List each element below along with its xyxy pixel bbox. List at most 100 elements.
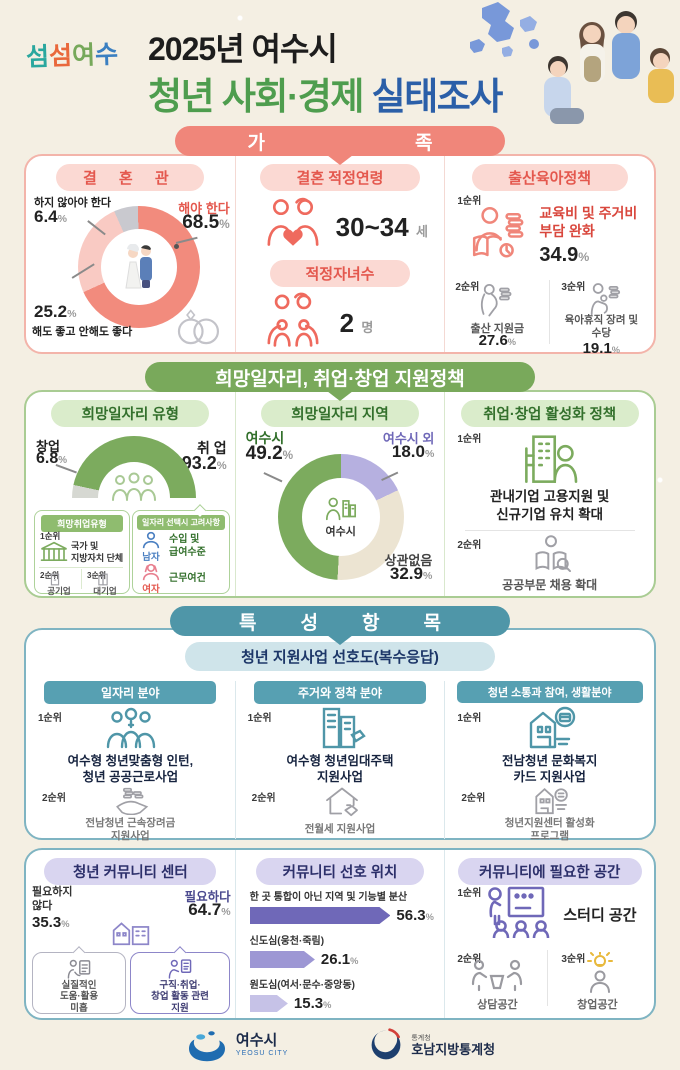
support-center-icon [535,788,569,815]
bar-label: 원도심(여서·문수·중앙동) [249,980,355,991]
space-third-label: 창업공간 [577,999,618,1011]
leader-dot [174,244,179,249]
stats-small-label: 통계청 [411,1034,431,1042]
value: 49.2 [245,443,283,464]
value: 64.7 [188,900,222,919]
panel-title: 청년 커뮤니티 센터 [44,858,217,885]
value: 25.2 [34,302,68,321]
value-either: 25.2% [34,302,76,322]
bar-track: 56.3% [250,907,438,924]
rank-1-label: 1순위 [457,713,482,724]
panel-title: 희망일자리 유형 [51,400,210,427]
label-needed: 필요하다 [184,890,231,904]
pref-col-housing: 주거와 정착 분야 1순위 여수형 청년임대주택 지원사업 2순위 [234,681,445,839]
rank-2-label: 2순위 [457,540,482,551]
activation-second-label: 공공부문 채용 확대 [502,578,598,592]
rank-3-label: 3순위 [561,954,586,965]
value: 2 [339,308,355,338]
poster-title-line2: 청년 사회·경제 실태조사 [148,66,504,120]
reason-not-needed-box: 실질적인 도움·활용 미흡 [32,946,126,1014]
education-cost-icon [473,206,524,258]
logo-char: 수 [94,40,119,70]
pref-first-label: 여수형 청년임대주택 지원사업 [286,754,394,785]
bar-label: 신도심(웅천·죽림) [249,936,325,947]
pref-first-label: 전남청년 문화복지 카드 지원사업 [501,754,598,785]
bar-label: 한 곳 통합이 아닌 지역 및 기능별 분산 [249,892,408,903]
percent-sign: % [350,956,359,966]
stats-logo-text: 통계청 호남지방통계청 [411,1033,495,1057]
panel-title: 결혼 적정연령 [260,164,420,191]
value: 30~34 [335,212,409,242]
bar-value: 26.1% [321,951,358,968]
percent-sign: % [57,213,68,225]
value: 34.9 [539,244,579,266]
intern-group-icon [106,707,156,749]
community-section: 청년 커뮤니티 센터 필요하지 않다 35.3% 필요하다 64.7% [24,848,656,1020]
preference-columns: 일자리 분야 1순위 여수형 청년맞춤형 인턴, 청년 공공근로사업 2순위 [26,681,654,842]
family-icon [267,292,319,347]
person-clipboard-icon [67,959,91,979]
percent-sign: % [422,570,433,582]
job-type-gauge-chart [72,436,196,498]
rank-1-label: 1순위 [40,531,61,541]
yeosu-name: 여수시 [235,1032,278,1050]
policy-third-value: 19.1% [551,340,651,357]
panel-title: 출산육아정책 [471,164,628,191]
marriage-age-value: 30~34 세 [336,212,428,243]
callout-notch [173,946,187,959]
community-building-icon [112,922,150,946]
panel-title: 커뮤니티 선호 위치 [256,858,424,885]
logo-char: 여 [71,41,96,70]
logo-char: 섬 [48,42,73,71]
unit-count: 명 [361,320,374,335]
rank-1-label: 1순위 [38,713,62,724]
woman-icon [142,563,160,581]
statistics-korea-logo [371,1028,401,1060]
seomseom-yeosu-logo: 섬섬여수 [25,34,119,73]
wedding-rings-icon [177,309,219,345]
job-consideration-box: 일자리 선택시 고려사항 남자 수입 및 급여수준 여자 근무여건 [132,504,230,595]
value: 6.8 [36,450,59,467]
panel-needed-space: 커뮤니티에 필요한 공간 1순위 스터디 공간 2순위 [444,850,654,1018]
reason-needed-box: 구직·취업· 창업 활동 관련 지원 [130,946,230,1014]
title-word-survey: 실태조사 [371,76,504,117]
value-not-needed: 35.3% [32,914,69,931]
divider [81,569,82,589]
donut-hole: 여수시 [301,477,380,557]
value: 35.3 [32,914,62,931]
sub-first-label: 국가 및 지방자치 단체 [71,541,124,563]
jobs-section: 희망일자리 유형 창업 6.8% 취 업 93.2% 희망취업유형 1순위 [24,390,656,598]
female-label: 여자 [142,584,160,595]
panel-title: 커뮤니티에 필요한 공간 [457,858,642,885]
small-building-icon [98,573,108,586]
parental-leave-icon [591,283,621,316]
value: 26.1 [320,951,351,968]
header-illustration [470,2,674,124]
pref-first-label: 여수형 청년맞춤형 인턴, 청년 공공근로사업 [67,754,194,785]
percent-sign: % [216,460,227,472]
label-yeosu: 여수시 [245,430,285,446]
yeosu-city-logo-group: 여수시 YEOSU CITY [185,1027,288,1063]
label-startup: 창업 [36,439,60,454]
person-city-icon [325,497,356,521]
panel-childcare-policy: 출산육아정책 1순위 교육비 및 주거비 부담 완화 34.9% 2순위 [444,156,654,357]
wedding-couple-icon [125,244,152,289]
panel-marriage-view: 결 혼 관 하지 않아야 한다 6.4% 해야 한다 68.5% [26,156,235,352]
panel-title: 희망일자리 지역 [261,400,419,427]
company-support-icon [525,435,578,483]
house-icon [325,787,358,817]
bar-track: 26.1% [250,951,438,968]
startup-space-icon [587,952,614,993]
pref-second-label: 전월세 지원사업 [304,823,376,835]
percent-sign: % [219,218,230,231]
poster-title-line1: 2025년 여수시 [148,31,338,67]
people-group-icon [112,472,156,501]
value-should-not: 6.4% [34,207,67,227]
female-consideration: 근무여건 [169,573,206,584]
column-header: 주거와 정착 분야 [254,681,426,704]
label-not-needed: 필요하지 않다 [32,886,73,912]
job-region-donut-chart: 여수시 [277,454,404,580]
activation-first-label: 관내기업 고용지원 및 신규기업 유치 확대 [490,489,610,523]
percent-sign: % [507,337,517,347]
pref-second-label: 전남청년 근속장려금 지원사업 [85,817,176,843]
